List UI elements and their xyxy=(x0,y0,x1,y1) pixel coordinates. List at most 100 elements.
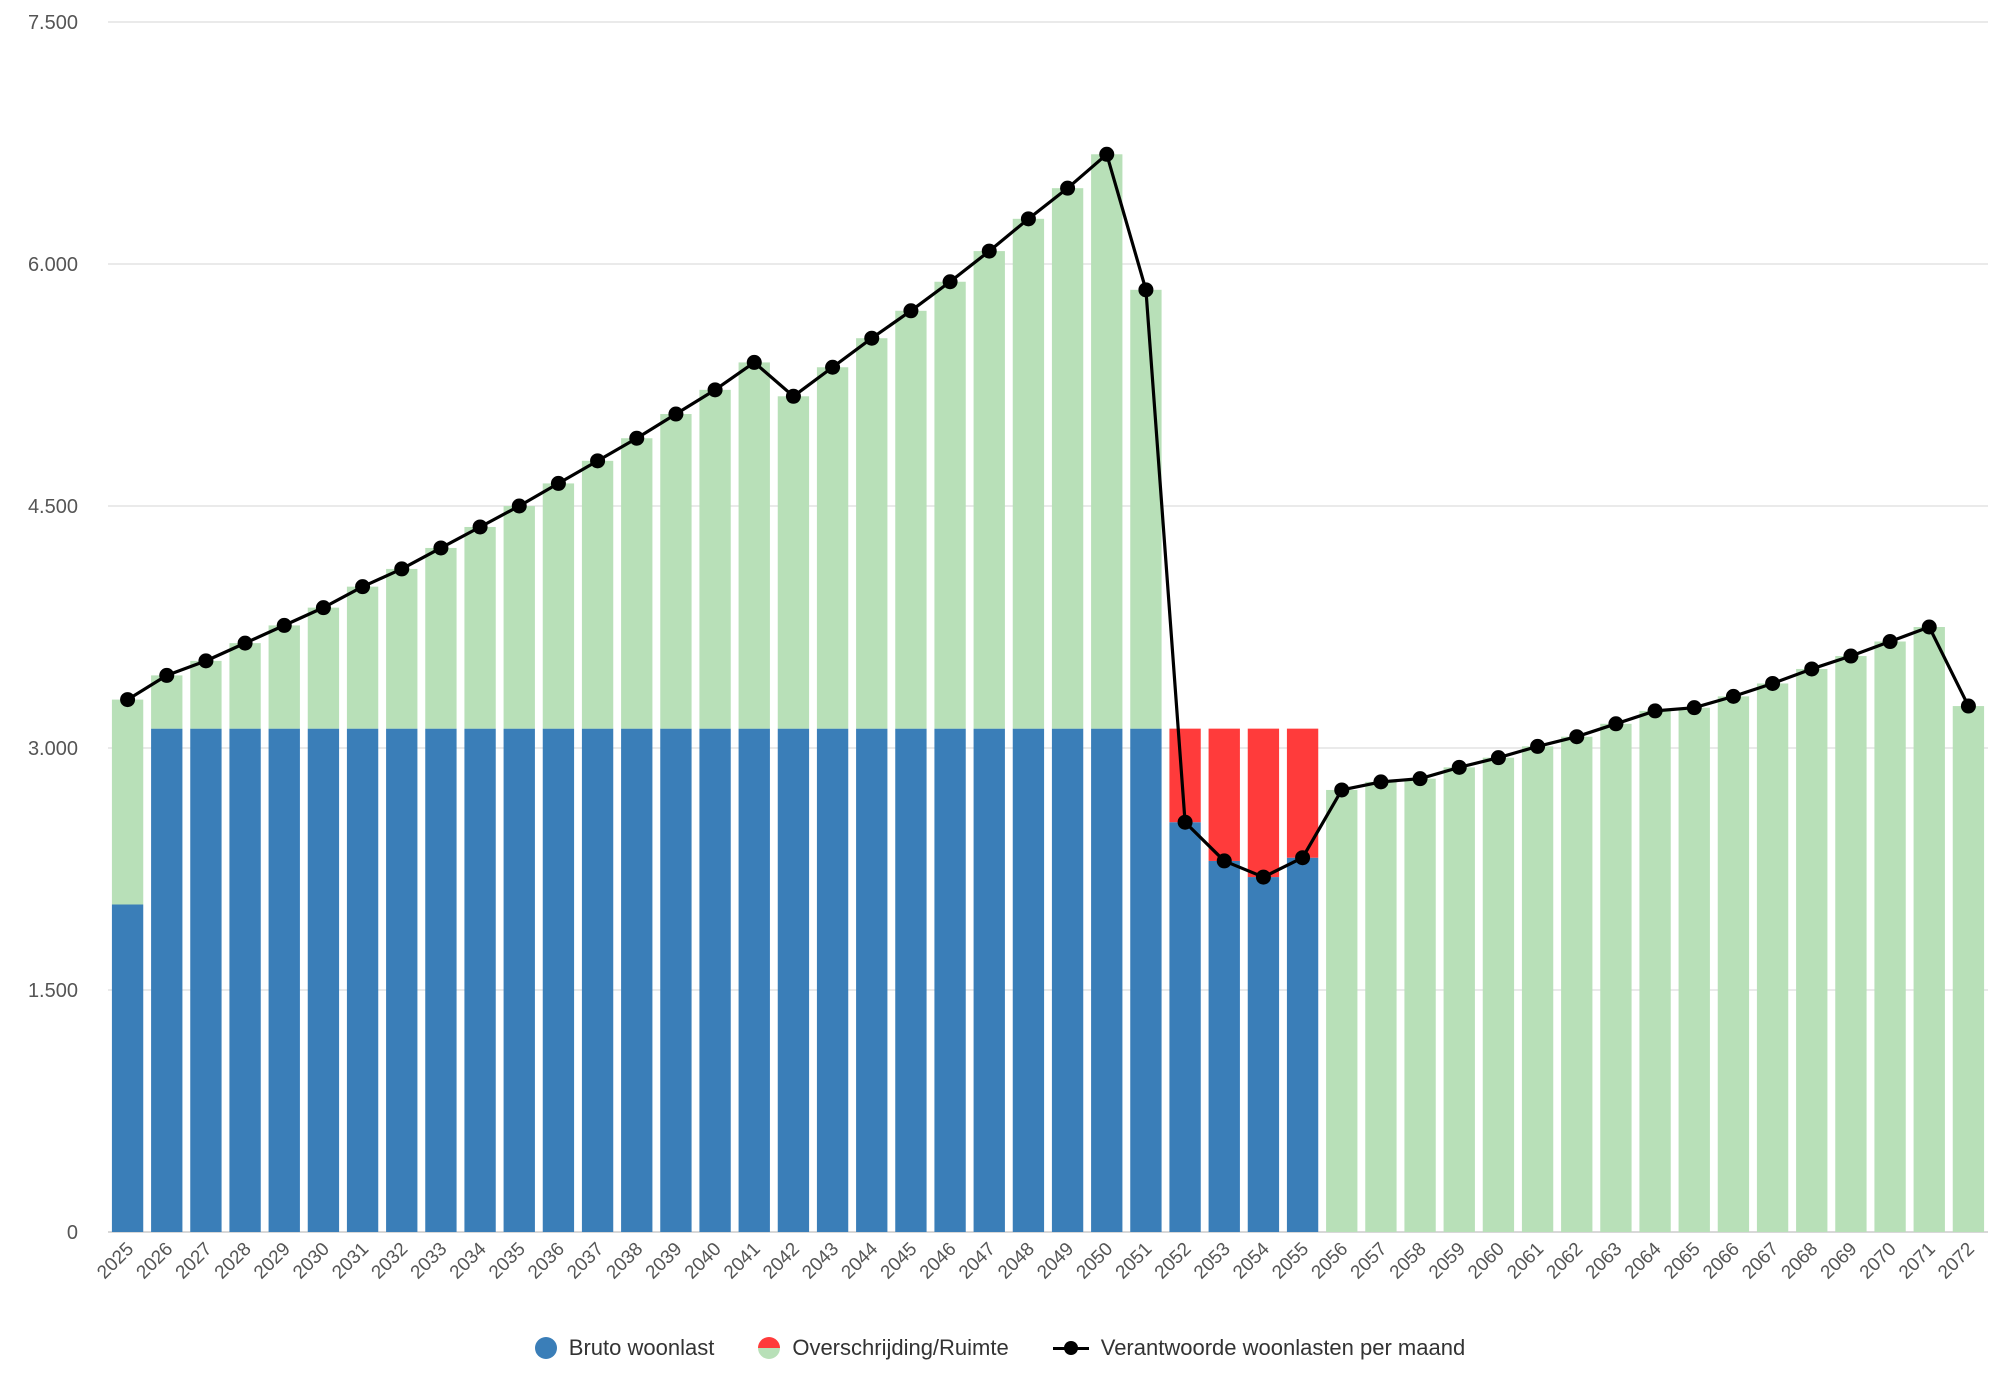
bar-ruimte-2038[interactable] xyxy=(621,438,653,729)
point-verantwoord-2066[interactable] xyxy=(1725,688,1741,704)
bar-ruimte-2046[interactable] xyxy=(934,281,966,729)
bar-ruimte-2045[interactable] xyxy=(895,310,927,729)
point-verantwoord-2058[interactable] xyxy=(1412,771,1428,787)
bar-ruimte-2050[interactable] xyxy=(1091,154,1123,729)
point-verantwoord-2032[interactable] xyxy=(394,561,410,577)
point-verantwoord-2068[interactable] xyxy=(1804,661,1820,677)
bar-bruto-2025[interactable] xyxy=(111,904,144,1232)
point-verantwoord-2072[interactable] xyxy=(1960,698,1976,714)
bar-ruimte-2034[interactable] xyxy=(464,526,496,729)
bar-ruimte-2059[interactable] xyxy=(1443,767,1475,1232)
bar-ruimte-2033[interactable] xyxy=(425,547,457,729)
bar-bruto-2031[interactable] xyxy=(346,728,379,1232)
bar-bruto-2034[interactable] xyxy=(464,728,496,1232)
bar-bruto-2030[interactable] xyxy=(307,728,340,1232)
point-verantwoord-2030[interactable] xyxy=(315,600,331,616)
bar-ruimte-2066[interactable] xyxy=(1717,696,1750,1232)
point-verantwoord-2047[interactable] xyxy=(981,243,997,259)
bar-ruimte-2067[interactable] xyxy=(1756,683,1789,1232)
bar-ruimte-2069[interactable] xyxy=(1835,656,1867,1232)
bar-ruimte-2036[interactable] xyxy=(542,483,575,729)
bar-bruto-2038[interactable] xyxy=(621,728,653,1232)
bar-ruimte-2062[interactable] xyxy=(1561,736,1593,1232)
bar-bruto-2042[interactable] xyxy=(777,728,810,1232)
bar-bruto-2035[interactable] xyxy=(503,728,535,1232)
point-verantwoord-2042[interactable] xyxy=(785,388,801,404)
bar-ruimte-2068[interactable] xyxy=(1796,668,1828,1232)
bar-ruimte-2043[interactable] xyxy=(816,367,849,729)
bar-ruimte-2028[interactable] xyxy=(229,643,261,729)
point-verantwoord-2025[interactable] xyxy=(120,692,136,708)
point-verantwoord-2033[interactable] xyxy=(433,540,449,556)
point-verantwoord-2043[interactable] xyxy=(825,359,841,375)
bar-ruimte-2072[interactable] xyxy=(1952,706,1985,1232)
point-verantwoord-2055[interactable] xyxy=(1295,850,1311,866)
point-verantwoord-2039[interactable] xyxy=(668,406,684,422)
point-verantwoord-2028[interactable] xyxy=(237,635,253,651)
bar-bruto-2055[interactable] xyxy=(1286,857,1319,1232)
bar-bruto-2037[interactable] xyxy=(581,728,614,1232)
point-verantwoord-2063[interactable] xyxy=(1608,716,1624,732)
bar-bruto-2054[interactable] xyxy=(1247,877,1280,1232)
bar-ruimte-2035[interactable] xyxy=(503,506,535,729)
point-verantwoord-2059[interactable] xyxy=(1451,759,1467,775)
legend-item-verantwoord[interactable]: Verantwoorde woonlasten per maand xyxy=(1052,1335,1465,1361)
point-verantwoord-2044[interactable] xyxy=(864,330,880,346)
point-verantwoord-2052[interactable] xyxy=(1177,814,1193,830)
bar-bruto-2047[interactable] xyxy=(973,728,1005,1232)
point-verantwoord-2062[interactable] xyxy=(1569,729,1585,745)
bar-bruto-2033[interactable] xyxy=(425,728,457,1232)
bar-bruto-2045[interactable] xyxy=(895,728,927,1232)
point-verantwoord-2049[interactable] xyxy=(1060,180,1076,196)
point-verantwoord-2037[interactable] xyxy=(590,453,606,469)
point-verantwoord-2027[interactable] xyxy=(198,653,214,669)
bar-bruto-2043[interactable] xyxy=(816,728,849,1232)
bar-ruimte-2042[interactable] xyxy=(777,396,810,729)
bar-bruto-2052[interactable] xyxy=(1169,822,1201,1232)
point-verantwoord-2056[interactable] xyxy=(1334,782,1350,798)
point-verantwoord-2054[interactable] xyxy=(1255,869,1271,885)
bar-ruimte-2030[interactable] xyxy=(307,607,340,729)
bar-ruimte-2039[interactable] xyxy=(660,414,692,729)
bar-bruto-2040[interactable] xyxy=(699,728,731,1232)
bar-bruto-2051[interactable] xyxy=(1130,728,1162,1232)
bar-ruimte-2048[interactable] xyxy=(1012,218,1045,729)
bar-ruimte-2071[interactable] xyxy=(1913,627,1945,1232)
bar-ruimte-2058[interactable] xyxy=(1404,778,1436,1232)
bar-bruto-2028[interactable] xyxy=(229,728,261,1232)
point-verantwoord-2067[interactable] xyxy=(1765,675,1781,691)
bar-ruimte-2060[interactable] xyxy=(1482,757,1515,1232)
bar-overschrijding-2053[interactable] xyxy=(1208,728,1240,861)
point-verantwoord-2045[interactable] xyxy=(903,303,919,319)
bar-bruto-2049[interactable] xyxy=(1051,728,1084,1232)
bar-overschrijding-2054[interactable] xyxy=(1247,728,1280,878)
bar-ruimte-2032[interactable] xyxy=(386,568,418,729)
bar-ruimte-2047[interactable] xyxy=(973,251,1005,729)
point-verantwoord-2057[interactable] xyxy=(1373,774,1389,790)
point-verantwoord-2041[interactable] xyxy=(746,354,762,370)
bar-ruimte-2040[interactable] xyxy=(699,389,731,729)
bar-ruimte-2049[interactable] xyxy=(1051,188,1084,729)
point-verantwoord-2060[interactable] xyxy=(1490,750,1506,766)
bar-bruto-2044[interactable] xyxy=(856,728,888,1232)
point-verantwoord-2051[interactable] xyxy=(1138,282,1154,298)
bar-bruto-2027[interactable] xyxy=(190,728,222,1232)
point-verantwoord-2065[interactable] xyxy=(1686,700,1702,716)
legend-item-overschrijding[interactable]: Overschrijding/Ruimte xyxy=(758,1335,1009,1361)
point-verantwoord-2069[interactable] xyxy=(1843,648,1859,664)
bar-bruto-2026[interactable] xyxy=(151,728,183,1232)
bar-ruimte-2037[interactable] xyxy=(581,460,614,729)
bar-bruto-2048[interactable] xyxy=(1012,728,1045,1232)
point-verantwoord-2071[interactable] xyxy=(1921,619,1937,635)
point-verantwoord-2064[interactable] xyxy=(1647,703,1663,719)
point-verantwoord-2031[interactable] xyxy=(355,579,371,595)
bar-bruto-2046[interactable] xyxy=(934,728,966,1232)
point-verantwoord-2053[interactable] xyxy=(1216,853,1232,869)
point-verantwoord-2029[interactable] xyxy=(276,617,292,633)
bar-ruimte-2029[interactable] xyxy=(268,625,300,729)
bar-ruimte-2056[interactable] xyxy=(1326,789,1358,1232)
bar-ruimte-2070[interactable] xyxy=(1874,641,1906,1232)
bar-bruto-2053[interactable] xyxy=(1208,860,1240,1232)
bar-ruimte-2026[interactable] xyxy=(151,675,183,729)
bar-ruimte-2031[interactable] xyxy=(346,586,379,729)
